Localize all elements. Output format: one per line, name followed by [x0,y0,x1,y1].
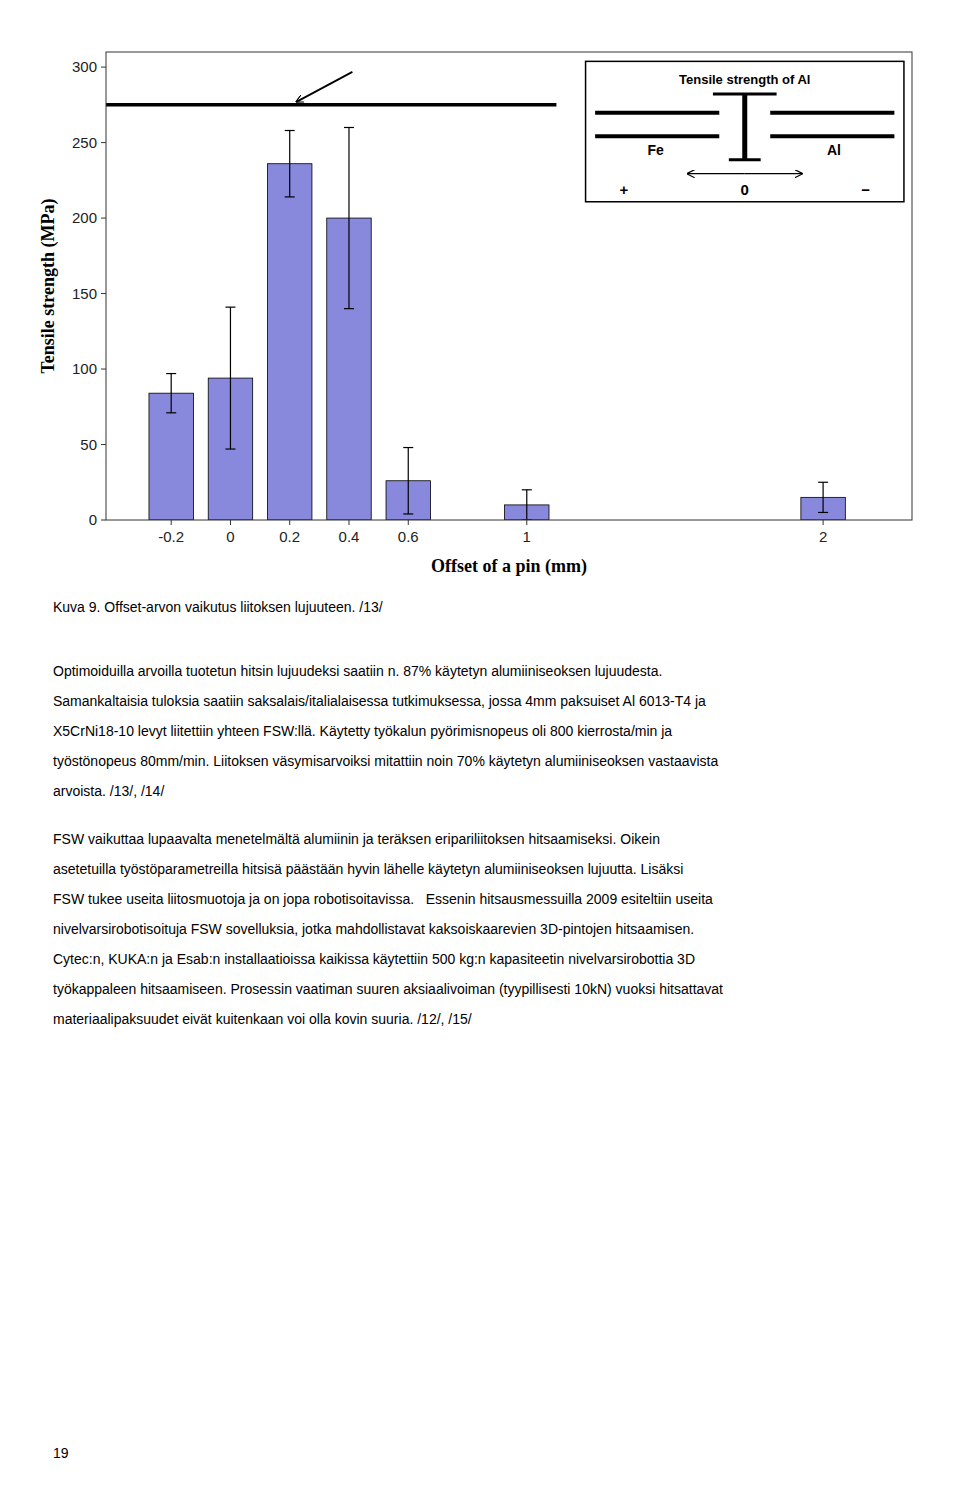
error-bar-stem [230,307,231,449]
plot-frame [106,52,912,520]
x-tick [823,520,824,525]
error-bar [166,374,176,413]
pin [742,94,747,160]
y-tick [101,444,106,445]
error-bar-cap [818,512,828,513]
bar [267,164,311,520]
y-tick [101,293,106,294]
pin-cap [713,93,777,96]
paragraph-line: asetetuilla työstöparametreilla hitsisä … [53,861,683,877]
error-bar-cap [344,127,354,128]
error-bar-stem [289,131,290,197]
y-tick-label: 0 [89,511,97,528]
error-bar [285,131,295,197]
error-bar-stem [408,448,409,514]
material-label: Al [827,142,841,158]
error-bar-stem [823,482,824,512]
x-tick-label: 0.4 [339,528,360,545]
error-bar [344,127,354,308]
error-bar-cap [166,412,176,413]
error-bar-stem [526,490,527,520]
caption: Kuva 9. Offset-arvon vaikutus liitoksen … [53,599,383,615]
x-tick [408,520,409,525]
y-tick-label: 300 [72,58,97,75]
error-bar-cap [818,482,828,483]
error-bar-cap [403,513,413,514]
inset-frame [586,61,904,201]
paragraph-line: Cytec:n, KUKA:n ja Esab:n installaatiois… [53,951,695,967]
y-tick-label: 100 [72,360,97,377]
plate [770,111,894,115]
paragraph-line: työstönopeus 80mm/min. Liitoksen väsymis… [53,753,719,769]
y-tick [101,67,106,68]
error-bar-cap [225,448,235,449]
plate [595,111,719,115]
paragraph-line: FSW tukee useita liitosmuotoja ja on jop… [53,891,713,907]
paragraph-line: arvoista. /13/, /14/ [53,783,164,799]
paragraph-line: työkappaleen hitsaamiseen. Prosessin vaa… [53,981,723,997]
x-tick-label: 0.6 [398,528,419,545]
x-tick-label: 2 [819,528,827,545]
paragraph-line: nivelvarsirobotisoituja FSW sovelluksia,… [53,921,694,937]
error-bar [225,307,235,449]
pin-foot [729,158,761,161]
inset-title: Tensile strength of Al [679,72,810,87]
y-tick-label: 200 [72,209,97,226]
reference-arrow [296,72,352,102]
error-bar-cap [403,447,413,448]
x-tick-label: 0.2 [279,528,300,545]
error-bar [522,490,532,520]
y-tick [101,520,106,521]
error-bar-stem [348,127,349,308]
error-bar-cap [522,489,532,490]
paragraph-line: materiaalipaksuudet eivät kuitenkaan voi… [53,1011,472,1027]
y-tick [101,369,106,370]
x-tick-label: 0 [226,528,234,545]
y-tick-label: 50 [80,436,97,453]
material-label: Fe [647,142,664,158]
offset-sign-label: + [619,181,628,198]
error-bar-stem [171,374,172,413]
page-number: 19 [53,1445,69,1461]
x-tick [171,520,172,525]
x-tick [289,520,290,525]
reference-line [106,103,556,107]
error-bar-cap [225,307,235,308]
error-bar [403,448,413,514]
error-bar-cap [344,308,354,309]
x-tick [348,520,349,525]
page: 0 50 100 150 200 250 300 -0.2 0 0.2 0.4 0.6 1 2 Offset… [0,0,960,1485]
x-tick-label: -0.2 [158,528,184,545]
y-axis-label: Tensile strength (MPa) [38,199,59,374]
x-tick [526,520,527,525]
offset-arrow [687,173,744,174]
y-tick-label: 150 [72,285,97,302]
page-text: Kuva 9. Offset-arvon vaikutus liitoksen … [53,599,723,1461]
plate [595,134,719,138]
inset: Tensile strength of Al Fe Al +0 − [586,61,904,201]
error-bar-cap [285,196,295,197]
paragraph-line: X5CrNi18-10 levyt liitettiin yhteen FSW:… [53,723,672,739]
paragraph-line: Samankaltaisia tuloksia saatiin saksalai… [53,693,706,709]
y-tick [101,218,106,219]
error-bar-cap [285,130,295,131]
x-tick [230,520,231,525]
offset-sign-label: − [861,181,870,198]
offset-arrow [745,173,802,174]
error-bar-cap [166,373,176,374]
paragraph-line: FSW vaikuttaa lupaavalta menetelmältä al… [53,831,660,847]
paragraph-line: Optimoiduilla arvoilla tuotetun hitsin l… [53,663,662,679]
plate [770,134,894,138]
error-bar [818,482,828,512]
offset-sign-label: 0 [741,181,749,198]
x-axis-label: Offset of a pin (mm) [431,556,587,577]
axes: 0 50 100 150 200 250 300 -0.2 0 0.2 0.4 0.6 1 2 Offset… [38,58,827,577]
y-tick [101,142,106,143]
y-tick-label: 250 [72,134,97,151]
x-tick-label: 1 [523,528,531,545]
